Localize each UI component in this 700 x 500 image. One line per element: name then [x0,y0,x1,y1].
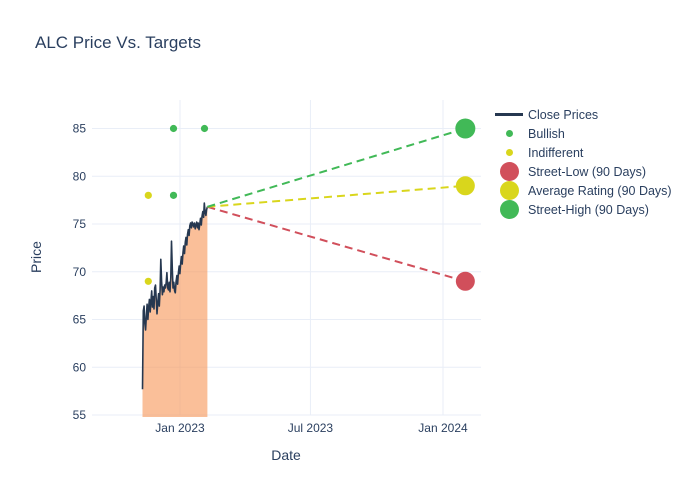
indifferent-dot [144,191,152,199]
target-trend-line [207,205,466,283]
bullish-marker-icon [505,130,513,137]
legend-label: Indifferent [528,145,584,160]
y-tick-label: 60 [73,360,87,374]
y-axis-title: Price [28,241,44,273]
average-rating-90-days-marker-icon [499,181,519,200]
x-tick-label: Jul 2023 [288,421,334,435]
legend-label: Street-Low (90 Days) [528,164,647,179]
legend-item-indifferent[interactable]: Indifferent [490,143,672,162]
target-dot [455,271,475,291]
dot-swatch-icon [490,181,528,200]
legend-item-bullish[interactable]: Bullish [490,124,672,143]
chart-title: ALC Price Vs. Targets [35,33,201,52]
close-prices-marker-icon [495,113,523,116]
target-trend-line [207,184,466,208]
y-tick-label: 55 [73,408,87,422]
dot-swatch-icon [490,200,528,219]
target-dot [455,118,476,139]
dot-swatch-icon [490,162,528,181]
y-tick-label: 70 [73,265,87,279]
target-dot [455,176,475,196]
x-axis-title: Date [271,447,301,463]
close-price-area [142,203,208,417]
legend-item-street-high-90-days[interactable]: Street-High (90 Days) [490,200,672,219]
legend-item-street-low-90-days[interactable]: Street-Low (90 Days) [490,162,672,181]
legend-item-close-prices[interactable]: Close Prices [490,105,672,124]
y-tick-label: 65 [73,313,87,327]
street-high-90-days-marker-icon [499,200,519,219]
legend-label: Close Prices [528,107,599,122]
y-tick-label: 85 [73,122,87,136]
bullish-dot [169,191,178,199]
line-swatch-icon [490,113,528,116]
close-price-line [141,202,209,390]
bullish-dot [169,124,178,133]
dot-swatch-icon [490,130,528,137]
x-tick-label: Jan 2023 [155,421,205,435]
indifferent-dot [144,277,152,285]
legend-label: Average Rating (90 Days) [528,183,672,198]
legend-label: Street-High (90 Days) [528,202,649,217]
bullish-dot [200,124,209,133]
indifferent-marker-icon [505,149,513,156]
y-tick-label: 80 [73,169,87,183]
legend-item-average-rating-90-days[interactable]: Average Rating (90 Days) [490,181,672,200]
target-trend-line [207,127,466,208]
y-tick-label: 75 [73,217,87,231]
x-tick-label: Jan 2024 [418,421,468,435]
legend-label: Bullish [528,126,565,141]
legend: Close Prices Bullish Indifferent Street-Low… [490,105,672,219]
dot-swatch-icon [490,149,528,156]
street-low-90-days-marker-icon [499,162,519,181]
